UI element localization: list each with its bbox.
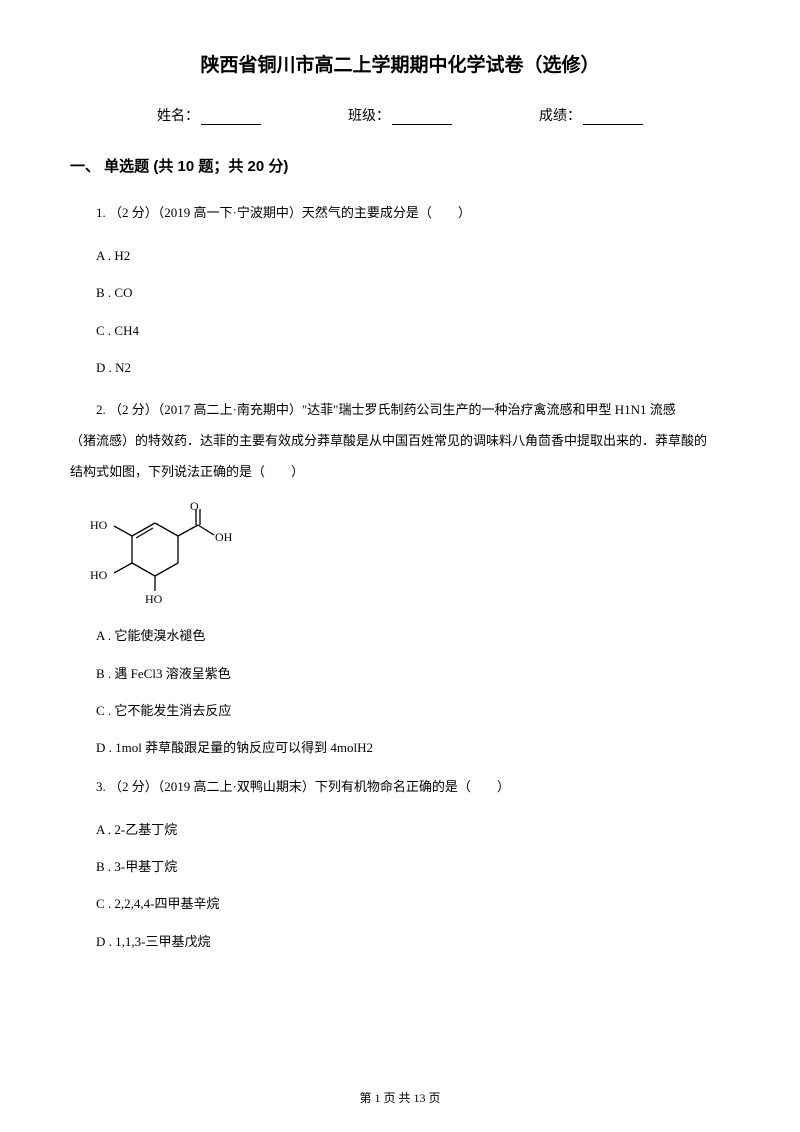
svg-text:HO: HO <box>145 592 163 606</box>
svg-text:O: O <box>190 501 199 513</box>
section-header: 一、 单选题 (共 10 题；共 20 分) <box>70 155 730 176</box>
q2-option-c: C . 它不能发生消去反应 <box>70 699 730 722</box>
q1-option-b: B . CO <box>70 281 730 304</box>
q3-option-d: D . 1,1,3-三甲基戊烷 <box>70 930 730 953</box>
page-footer: 第 1 页 共 13 页 <box>0 1089 800 1106</box>
exam-title: 陕西省铜川市高二上学期期中化学试卷（选修） <box>70 50 730 77</box>
q2-option-d: D . 1mol 莽草酸跟足量的钠反应可以得到 4molH2 <box>70 736 730 759</box>
q3-option-b: B . 3-甲基丁烷 <box>70 855 730 878</box>
student-info-line: 姓名： 班级： 成绩： <box>70 105 730 125</box>
svg-text:HO: HO <box>90 568 108 582</box>
class-blank <box>392 124 452 125</box>
svg-text:OH: OH <box>215 530 233 544</box>
q1-option-a: A . H2 <box>70 244 730 267</box>
q2-stem-line2: （猪流感）的特效药．达菲的主要有效成分莽草酸是从中国百姓常见的调味料八角茴香中提… <box>70 425 707 456</box>
q2-option-a: A . 它能使溴水褪色 <box>70 624 730 647</box>
q3-option-c: C . 2,2,4,4-四甲基辛烷 <box>70 892 730 915</box>
score-label: 成绩： <box>539 105 581 125</box>
q2-stem: 2. （2 分）（2017 高二上·南充期中）"达菲"瑞士罗氏制药公司生产的一种… <box>70 394 730 488</box>
name-blank <box>201 124 261 125</box>
q2-stem-line1: 2. （2 分）（2017 高二上·南充期中）"达菲"瑞士罗氏制药公司生产的一种… <box>96 402 676 417</box>
name-label: 姓名： <box>157 105 199 125</box>
q1-stem: 1. （2 分）（2019 高一下·宁波期中）天然气的主要成分是（ ） <box>70 200 730 226</box>
molecule-structure: O OH HO HO HO <box>90 501 730 606</box>
q2-stem-line3: 结构式如图，下列说法正确的是（ ） <box>70 456 304 487</box>
q3-stem: 3. （2 分）（2019 高二上·双鸭山期末）下列有机物命名正确的是（ ） <box>70 774 730 800</box>
svg-text:HO: HO <box>90 518 108 532</box>
q3-option-a: A . 2-乙基丁烷 <box>70 818 730 841</box>
score-blank <box>583 124 643 125</box>
class-label: 班级： <box>348 105 390 125</box>
q2-option-b: B . 遇 FeCl3 溶液呈紫色 <box>70 662 730 685</box>
q1-option-d: D . N2 <box>70 356 730 379</box>
q1-option-c: C . CH4 <box>70 319 730 342</box>
